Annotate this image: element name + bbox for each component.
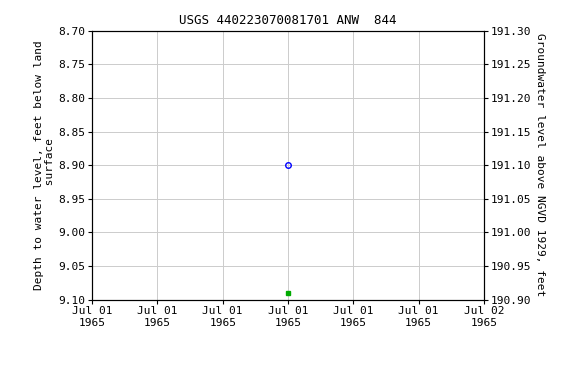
- Y-axis label: Depth to water level, feet below land
 surface: Depth to water level, feet below land su…: [34, 40, 55, 290]
- Title: USGS 440223070081701 ANW  844: USGS 440223070081701 ANW 844: [179, 14, 397, 27]
- Y-axis label: Groundwater level above NGVD 1929, feet: Groundwater level above NGVD 1929, feet: [535, 33, 545, 297]
